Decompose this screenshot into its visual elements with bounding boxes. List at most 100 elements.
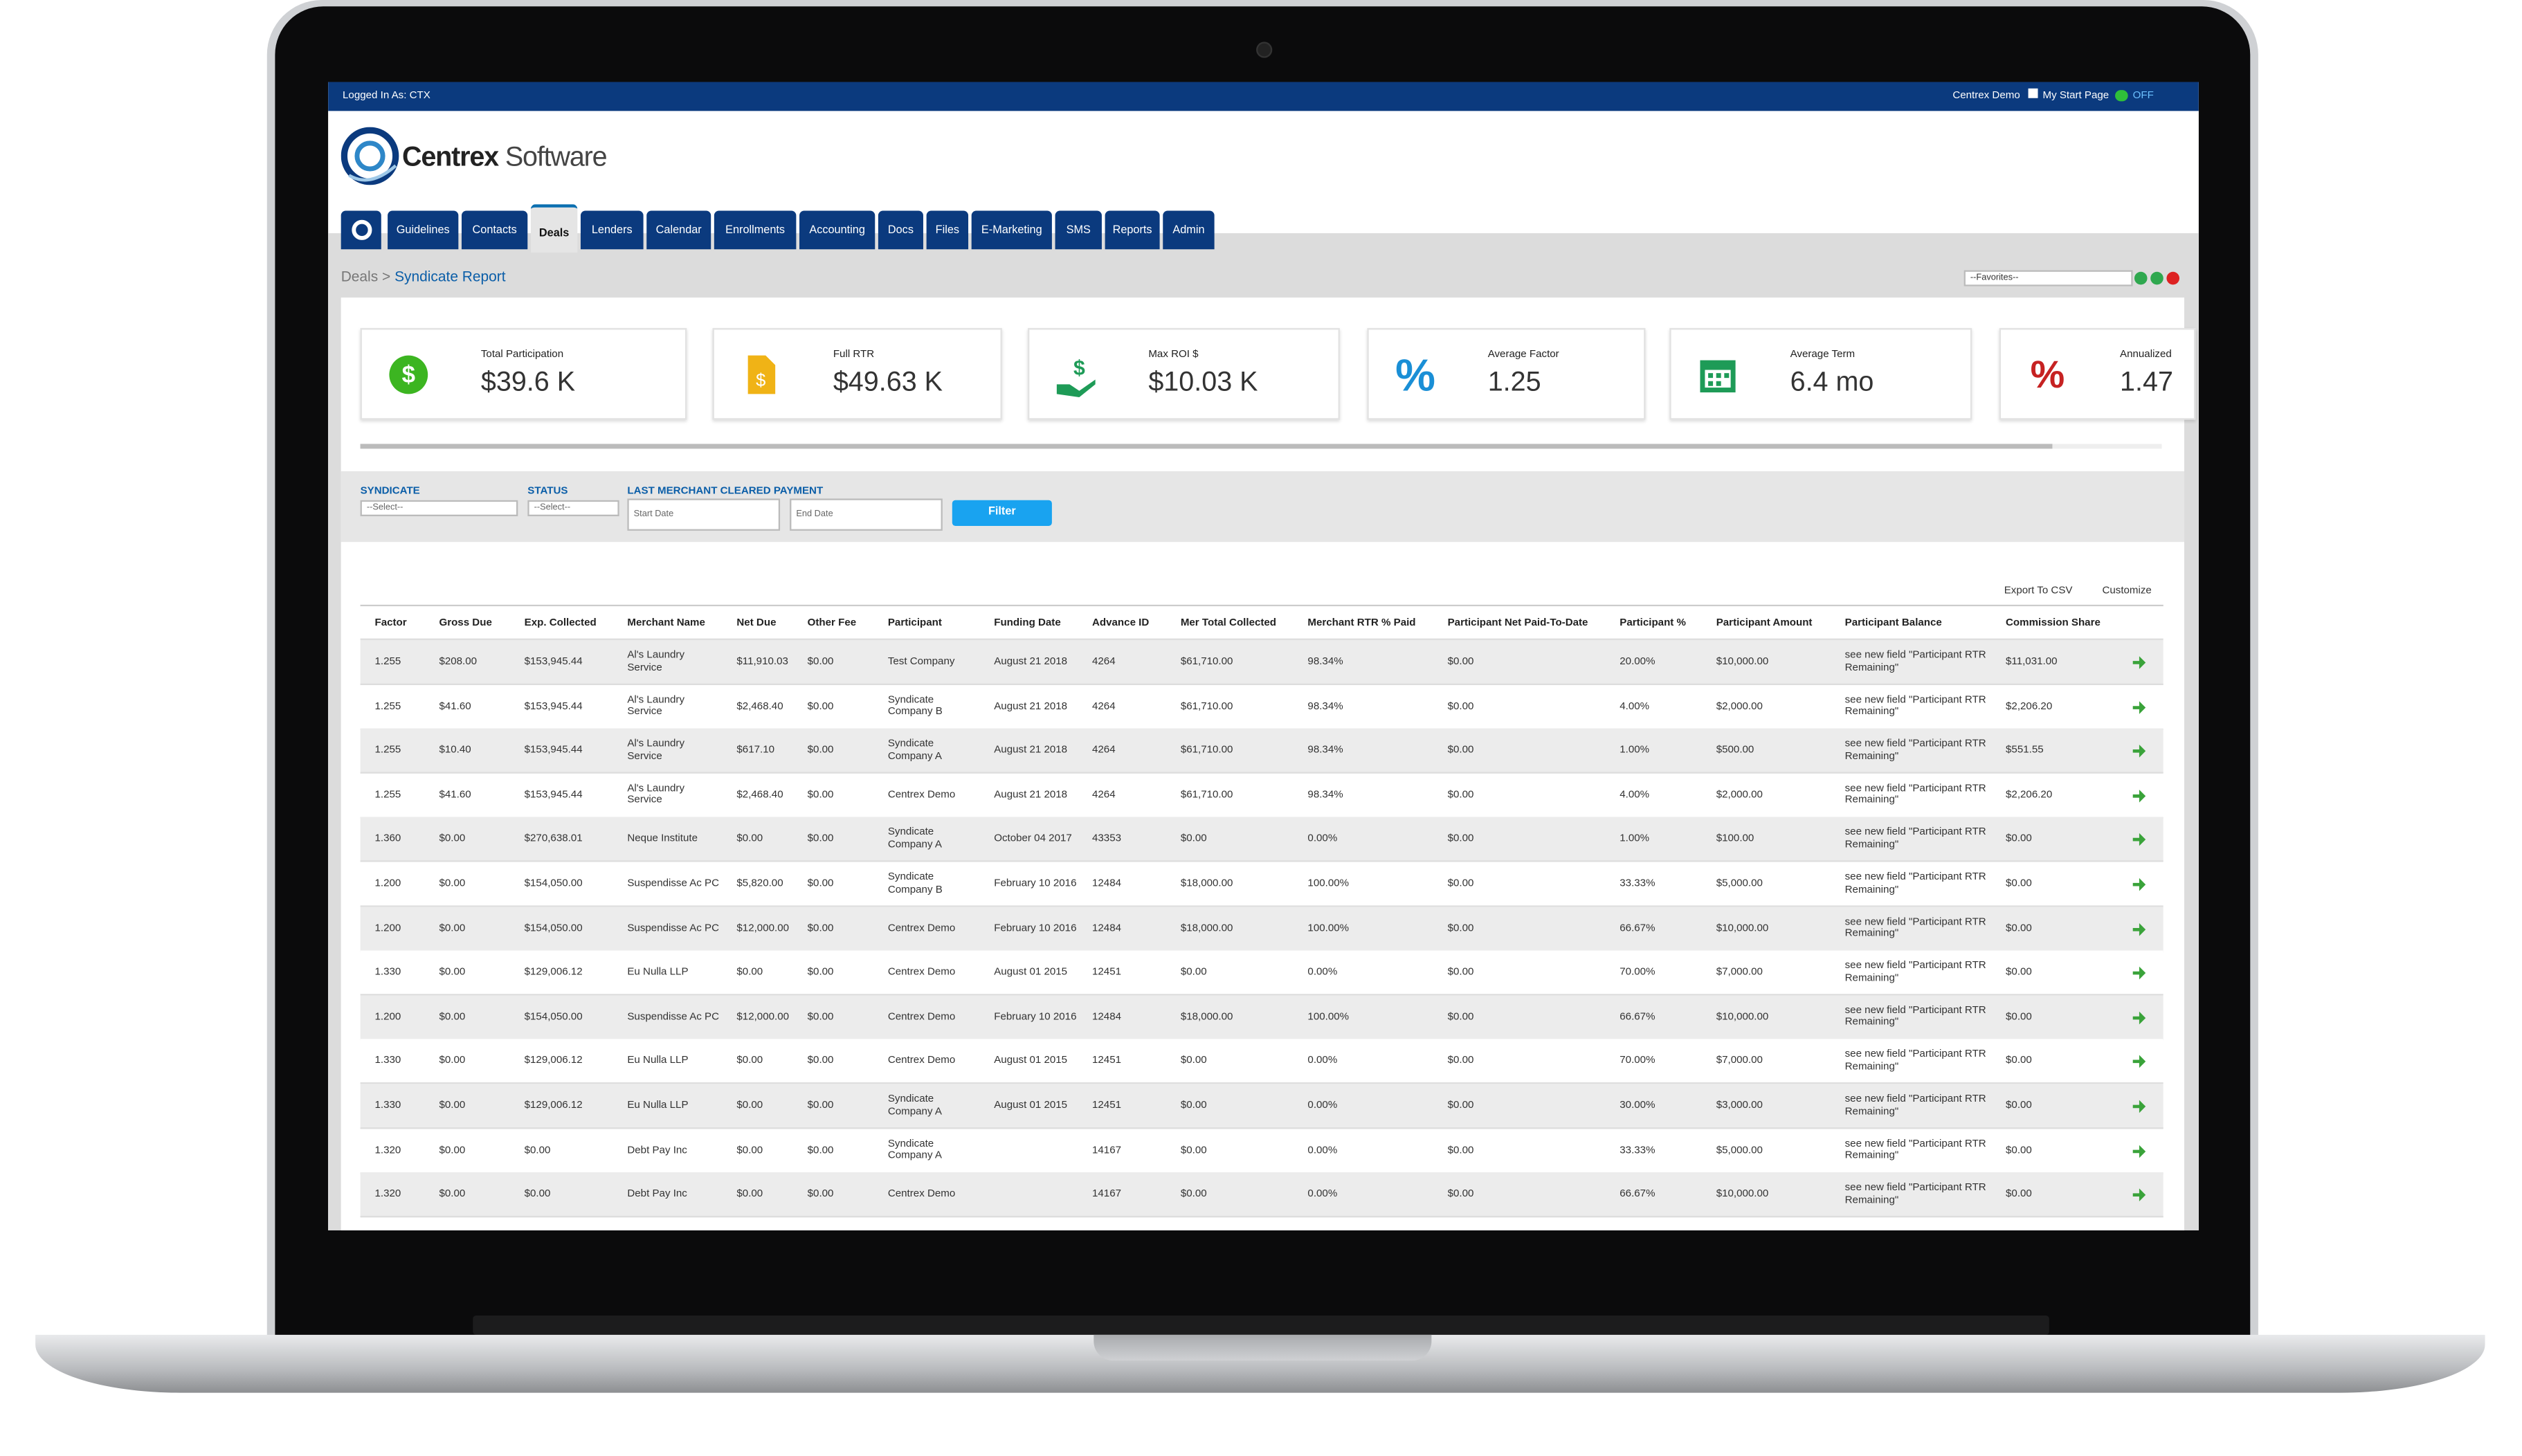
table-cell: $0.00 [807, 700, 834, 712]
checkbox[interactable] [2028, 88, 2038, 98]
table-cell: August 21 2018 [994, 656, 1068, 668]
row-open-arrow[interactable] [2132, 1011, 2146, 1024]
favorites-select[interactable]: --Favorites-- [1963, 270, 2133, 286]
row-open-arrow[interactable] [2132, 1100, 2146, 1113]
table-cell: 4.00% [1620, 700, 1650, 712]
table-cell: $0.00 [807, 1011, 834, 1023]
nav-tab[interactable]: Contacts [461, 210, 528, 250]
table-cell: $0.00 [2006, 1188, 2032, 1201]
toggle-label: OFF [2132, 90, 2154, 102]
nav-tab[interactable]: Accounting [799, 210, 876, 250]
table-cell: $0.00 [1447, 656, 1474, 668]
table-cell: $154,050.00 [524, 877, 583, 890]
table-cell: $10,000.00 [1716, 656, 1769, 668]
row-open-arrow[interactable] [2132, 1144, 2146, 1158]
table-cell: see new field "Participant RTR Remaining… [1844, 916, 1986, 940]
table-cell: Centrex Demo [887, 789, 956, 801]
nav-tab[interactable]: Lenders [580, 210, 644, 250]
nav-tab[interactable]: Calendar [646, 210, 711, 250]
table-row: 1.255 $41.60 $153,945.44 Al's Laundry Servi… [360, 684, 2163, 730]
table-cell: Suspendisse Ac PC [627, 922, 720, 934]
kpi-value: $39.6 K [480, 366, 576, 398]
kpi-value: 6.4 mo [1790, 366, 1874, 398]
table-cell: 70.00% [1620, 967, 1655, 979]
customize[interactable]: Customize [2102, 585, 2152, 597]
start-date[interactable]: Start Date [627, 498, 781, 531]
row-open-arrow[interactable] [2132, 877, 2146, 891]
table-cell: $7,000.00 [1716, 967, 1763, 979]
table-cell: $0.00 [2006, 1055, 2032, 1067]
table-cell: see new field "Participant RTR Remaining… [1844, 1182, 1986, 1206]
nav-tab[interactable]: Files [926, 210, 969, 250]
table-cell: $11,910.03 [736, 656, 788, 668]
row-open-arrow[interactable] [2132, 789, 2146, 803]
nav-tab[interactable]: Reports [1105, 210, 1160, 250]
nav-tab[interactable]: Guidelines [388, 210, 459, 250]
camera [1256, 42, 1273, 58]
column-header: Participant % [1620, 617, 1686, 629]
table-cell: Suspendisse Ac PC [627, 877, 720, 890]
row-open-arrow[interactable] [2132, 1188, 2146, 1202]
status-select[interactable]: --Select-- [527, 500, 619, 517]
syndicate-select[interactable]: --Select-- [360, 500, 518, 517]
table-cell: see new field "Participant RTR Remaining… [1844, 1138, 1986, 1162]
nav-tab[interactable]: SMS [1055, 210, 1102, 250]
kpi-value: $49.63 K [833, 366, 943, 398]
kpi-value: 1.25 [1487, 366, 1541, 398]
column-header: Commission Share [2006, 617, 2101, 629]
start-page[interactable]: My Start Page [2042, 90, 2110, 102]
table-cell: 14167 [1091, 1188, 1122, 1201]
table-cell: see new field "Participant RTR Remaining… [1844, 827, 1986, 851]
row-open-arrow[interactable] [2132, 1055, 2146, 1069]
table-cell: Centrex Demo [887, 967, 956, 979]
svg-text:$: $ [402, 361, 415, 388]
nav-tab[interactable]: Admin [1163, 210, 1215, 250]
table-cell: $18,000.00 [1180, 877, 1233, 890]
table-cell: August 01 2015 [994, 1055, 1068, 1067]
logo-mark [341, 127, 399, 185]
table-cell: $0.00 [736, 1100, 763, 1111]
row-open-arrow[interactable] [2132, 700, 2146, 713]
table-cell: $0.00 [736, 1144, 763, 1156]
table-cell: $0.00 [2006, 967, 2032, 979]
table-cell: 1.330 [374, 1100, 401, 1111]
breadcrumb-parent[interactable]: Deals [341, 269, 379, 285]
table-cell: 30.00% [1620, 1100, 1655, 1111]
row-open-arrow[interactable] [2132, 922, 2146, 936]
row-open-arrow[interactable] [2132, 967, 2146, 980]
row-open-arrow[interactable] [2132, 833, 2146, 847]
favorite-buttons [2134, 271, 2180, 285]
table-cell: 66.67% [1620, 922, 1655, 934]
nav-tab[interactable]: Deals [530, 204, 578, 253]
column-header: Other Fee [807, 617, 857, 629]
table-cell: $0.00 [439, 967, 466, 979]
table-cell: 12484 [1091, 877, 1122, 890]
table-cell: $2,000.00 [1716, 700, 1763, 712]
table-cell: $0.00 [736, 967, 763, 979]
row-open-arrow[interactable] [2132, 745, 2146, 758]
table-cell: $0.00 [1447, 1055, 1474, 1067]
toggle[interactable] [2115, 90, 2128, 102]
nav-tab[interactable]: Docs [878, 210, 923, 250]
nav-tab[interactable]: Enrollments [714, 210, 797, 250]
table-cell: see new field "Participant RTR Remaining… [1844, 694, 1986, 718]
table-cell: $0.00 [439, 1100, 466, 1111]
table-cell: $0.00 [1447, 1100, 1474, 1111]
filter-button[interactable]: Filter [952, 500, 1052, 526]
table-cell: $0.00 [1180, 833, 1207, 846]
table-cell: 98.34% [1307, 745, 1343, 756]
column-header: Participant Net Paid-To-Date [1447, 617, 1588, 629]
nav-tab[interactable]: E-Marketing [971, 210, 1052, 250]
home-tab[interactable] [341, 210, 381, 250]
end-date[interactable]: End Date [790, 498, 943, 531]
table-cell: $0.00 [439, 1188, 466, 1201]
table-row: 1.200 $0.00 $154,050.00 Suspendisse Ac PC $5… [360, 862, 2163, 907]
table-cell: Test Company [887, 656, 955, 668]
table-cell: 100.00% [1307, 922, 1350, 934]
export-csv[interactable]: Export To CSV [2004, 585, 2073, 597]
row-open-arrow[interactable] [2132, 656, 2146, 669]
table-cell: $3,000.00 [1716, 1100, 1763, 1111]
table-cell: 100.00% [1307, 1011, 1350, 1023]
kpi-label: Total Participation [480, 349, 564, 361]
scroll-thumb[interactable] [360, 444, 2053, 449]
